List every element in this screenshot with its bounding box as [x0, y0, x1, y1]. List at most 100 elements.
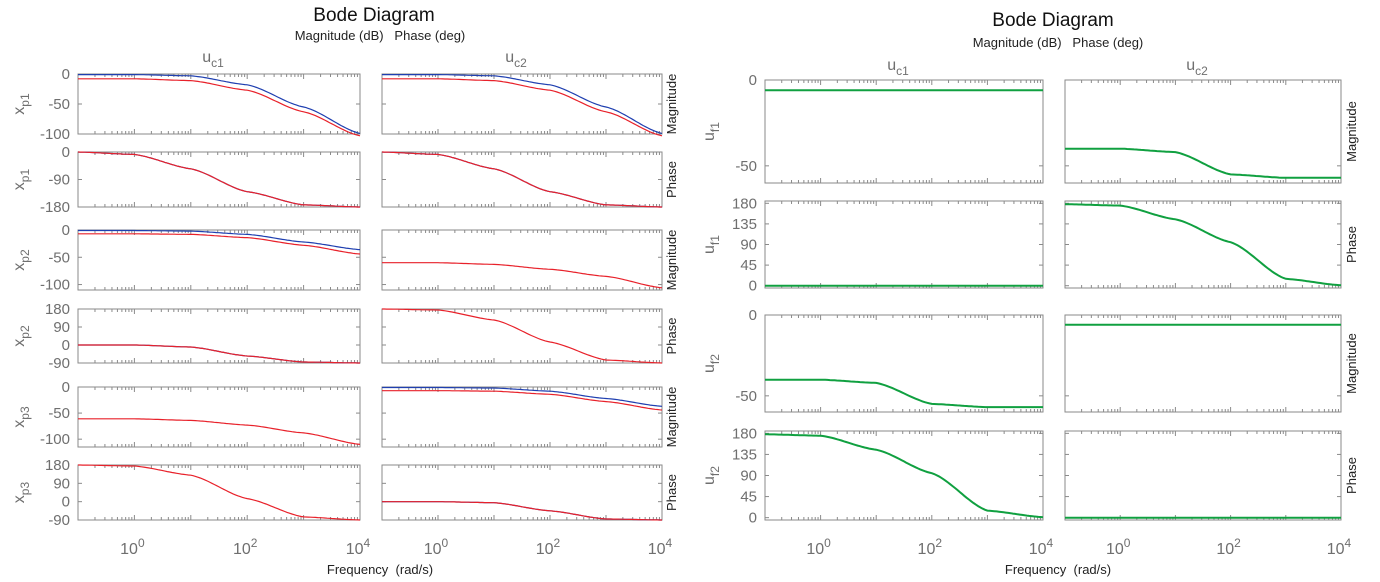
- kind-label-magnitude: Magnitude: [664, 387, 679, 448]
- y-tick-label: -50: [735, 388, 757, 405]
- row-label-xp2: xp2: [11, 249, 32, 271]
- y-tick-label: 90: [740, 237, 757, 254]
- row-xp1-magnitude: xp1 Magnitude 0 -50 -100: [11, 66, 679, 143]
- x-tick-label: 102: [536, 536, 561, 558]
- x-tick-label: 104: [1327, 536, 1352, 558]
- subplot-frame: [77, 386, 361, 448]
- y-tick-label: 90: [53, 475, 70, 492]
- subplot-frame: [381, 151, 663, 208]
- y-tick-label: -100: [40, 277, 70, 294]
- x-tick-label: 102: [918, 536, 943, 558]
- row-label-xp1: xp1: [11, 93, 32, 115]
- y-tick-label: -90: [48, 355, 70, 372]
- subplot-frame: [1064, 430, 1342, 521]
- row-uf1-phase: uf1 Phase 180 135 90 45 0: [701, 195, 1359, 294]
- series-line: [1065, 203, 1342, 287]
- kind-label-magnitude: Magnitude: [1344, 333, 1359, 394]
- chart-title-left: Bode Diagram: [313, 5, 434, 26]
- subplot-frame: [77, 464, 361, 521]
- series-line: [78, 78, 361, 137]
- row-label-uf1: uf1: [701, 122, 722, 141]
- subplot-frame: [764, 200, 1044, 289]
- y-tick-label: 90: [740, 468, 757, 485]
- x-tick-label: 102: [1216, 536, 1241, 558]
- subplot-frame: [764, 79, 1044, 184]
- column-label-uc2: uc2: [505, 49, 527, 70]
- row-label-xp3: xp3: [11, 482, 32, 504]
- row-uf2-phase: uf2 Phase 180 135 90 45 0: [701, 425, 1359, 526]
- y-tick-label: 0: [62, 66, 70, 83]
- series-line: [382, 386, 663, 407]
- y-tick-label: 180: [45, 457, 70, 474]
- y-tick-label: 180: [732, 425, 757, 442]
- series-line: [382, 390, 663, 411]
- row-uf2-magnitude: uf2 Magnitude 0 -50: [701, 307, 1359, 413]
- column-label-uc2: uc2: [1186, 57, 1208, 78]
- subplot-frame: [77, 73, 361, 135]
- series-line: [78, 233, 361, 255]
- subplot-frame: [1064, 314, 1342, 413]
- y-tick-label: -50: [48, 96, 70, 113]
- subplot-frame: [381, 308, 663, 364]
- row-label-uf2: uf2: [701, 466, 722, 485]
- row-label-uf2: uf2: [701, 354, 722, 373]
- series-line: [382, 78, 663, 137]
- y-tick-label: 0: [749, 72, 757, 89]
- column-label-uc1: uc1: [887, 57, 909, 78]
- series-line: [1065, 147, 1341, 179]
- kind-label-phase: Phase: [664, 161, 679, 198]
- row-label-xp2: xp2: [11, 325, 32, 347]
- y-tick-label: 0: [749, 307, 757, 324]
- series-line: [78, 73, 361, 134]
- y-tick-label: 135: [732, 446, 757, 463]
- subplot-frame: [381, 464, 663, 521]
- kind-label-phase: Phase: [1344, 457, 1359, 494]
- y-tick-label: -100: [40, 431, 70, 448]
- y-tick-label: 135: [732, 216, 757, 233]
- y-tick-label: 90: [53, 319, 70, 336]
- figure-2: uc1 uc2 uf1 Magnitude 0 -50 uf1 Phase 180 135 90 45…: [701, 57, 1359, 558]
- kind-label-magnitude: Magnitude: [664, 230, 679, 291]
- series-line: [78, 344, 360, 364]
- row-xp2-magnitude: xp2 Magnitude 0 -50 -100: [11, 222, 679, 294]
- frequency-label-left: Frequency (rad/s): [327, 562, 433, 577]
- series-line: [382, 73, 663, 134]
- subplot-frame: [381, 386, 663, 448]
- series-line: [382, 308, 663, 364]
- y-tick-label: -180: [40, 199, 70, 216]
- y-tick-label: -100: [40, 126, 70, 143]
- y-tick-label: -90: [48, 172, 70, 189]
- series-line: [382, 262, 663, 289]
- y-tick-label: 0: [62, 144, 70, 161]
- subplot-frame: [1064, 200, 1342, 289]
- series-line: [78, 464, 361, 521]
- y-tick-label: 180: [732, 195, 757, 212]
- y-tick-label: -50: [735, 158, 757, 175]
- x-tick-label: 100: [424, 536, 449, 558]
- x-tick-label: 100: [1106, 536, 1131, 558]
- subplot-frame: [764, 430, 1044, 521]
- y-tick-label: -90: [48, 512, 70, 529]
- chart-subtitle-right: Magnitude (dB) Phase (deg): [973, 35, 1144, 50]
- x-tick-label: 104: [648, 536, 673, 558]
- subplot-frame: [381, 229, 663, 291]
- series-line: [765, 433, 1044, 519]
- y-tick-label: 0: [749, 510, 757, 527]
- row-xp1-phase: xp1 Phase 0 -90 -180: [11, 144, 679, 216]
- subplot-frame: [77, 308, 361, 364]
- y-tick-label: 0: [62, 379, 70, 396]
- row-uf1-magnitude: uf1 Magnitude 0 -50: [701, 72, 1359, 184]
- x-tick-label: 104: [1029, 536, 1054, 558]
- row-label-xp1: xp1: [11, 169, 32, 191]
- kind-label-magnitude: Magnitude: [664, 74, 679, 135]
- row-xp3-magnitude: xp3 Magnitude 0 -50 -100: [11, 379, 679, 448]
- series-line: [382, 501, 662, 521]
- x-tick-label: 102: [233, 536, 258, 558]
- y-tick-label: 0: [62, 494, 70, 511]
- y-tick-label: 0: [749, 278, 757, 295]
